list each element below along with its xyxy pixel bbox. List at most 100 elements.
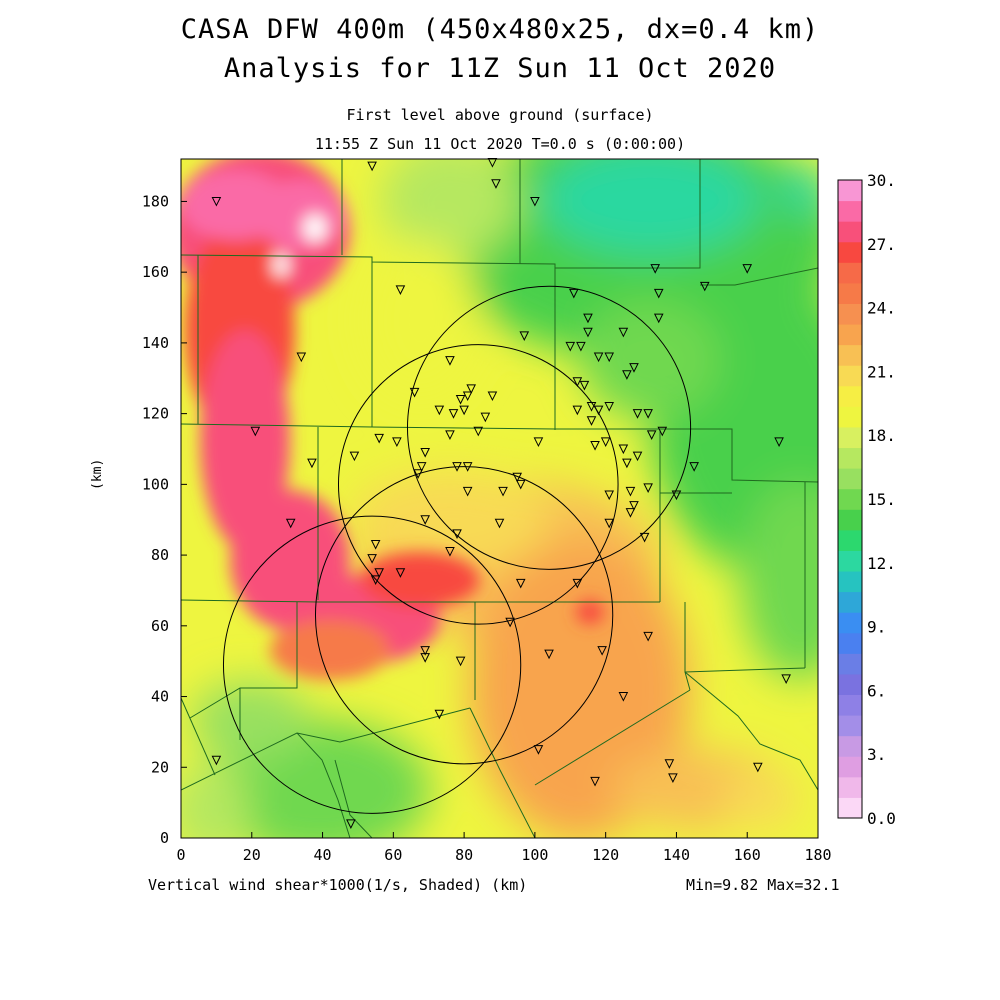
x-tick-label: 120 xyxy=(592,846,619,864)
station-marker xyxy=(395,285,406,295)
y-tick-label: 100 xyxy=(142,475,169,493)
colorbar-label: 21. xyxy=(867,362,896,381)
colorbar-swatch xyxy=(838,694,862,716)
colorbar-swatch xyxy=(838,282,862,304)
station-marker xyxy=(491,179,501,189)
station-marker xyxy=(307,458,317,469)
station-marker xyxy=(211,755,222,766)
station-marker xyxy=(643,631,653,642)
station-marker xyxy=(600,437,611,448)
station-marker xyxy=(420,653,430,663)
x-tick-label: 160 xyxy=(734,846,761,864)
station-marker xyxy=(618,327,629,338)
radar-range-rings xyxy=(222,285,692,814)
station-marker xyxy=(409,387,420,398)
y-axis: 0 20 40 60 80 100 120 140 160 180 xyxy=(142,192,187,847)
station-marker xyxy=(586,416,597,426)
station-marker xyxy=(211,196,222,207)
chart-subtitle-time: 11:55 Z Sun 11 Oct 2020 T=0.0 s (0:00:00… xyxy=(314,135,686,153)
station-marker xyxy=(653,288,664,299)
radar-ring-2 xyxy=(337,344,619,625)
station-marker xyxy=(572,377,583,387)
colorbar-label: 9. xyxy=(867,618,886,637)
station-marker xyxy=(519,331,530,341)
station-marker xyxy=(622,458,632,469)
station-marker xyxy=(416,462,427,472)
y-tick-label: 120 xyxy=(142,405,169,423)
min-max-readout: Min=9.82 Max=32.1 xyxy=(686,876,840,894)
station-marker xyxy=(597,646,607,656)
station-marker xyxy=(480,412,491,423)
station-marker xyxy=(629,501,639,511)
colorbar-swatch xyxy=(838,653,862,675)
colorbar-label: 12. xyxy=(867,554,896,573)
colorbar-label: 3. xyxy=(867,745,886,764)
colorbar-label: 30. xyxy=(867,171,896,190)
station-marker xyxy=(250,426,261,437)
colorbar-swatch xyxy=(838,735,862,757)
y-tick-label: 20 xyxy=(151,758,169,776)
colorbar-swatch xyxy=(838,200,862,222)
colorbar-frame xyxy=(837,179,863,819)
station-marker xyxy=(395,568,406,578)
station-marker xyxy=(533,437,544,448)
station-marker xyxy=(434,405,445,416)
x-tick-label: 80 xyxy=(455,846,473,864)
colorbar-label: 15. xyxy=(867,490,896,509)
y-tick-label: 0 xyxy=(160,829,169,847)
station-marker xyxy=(466,384,476,394)
station-marker xyxy=(572,405,583,416)
station-marker xyxy=(420,448,430,458)
x-tick-label: 40 xyxy=(314,846,332,864)
station-marker xyxy=(515,479,526,490)
station-marker xyxy=(459,405,469,416)
colorbar-label: 0.0 xyxy=(867,809,896,828)
station-marker xyxy=(618,692,629,702)
station-marker xyxy=(413,469,423,479)
colorbar-label: 6. xyxy=(867,681,886,700)
colorbar-swatch xyxy=(838,468,862,490)
colorbar-label: 27. xyxy=(867,235,896,254)
colorbar-swatch xyxy=(838,591,862,613)
station-marker xyxy=(374,568,384,578)
colorbar-swatch xyxy=(838,509,862,531)
station-marker xyxy=(452,462,462,472)
x-tick-label: 0 xyxy=(176,846,185,864)
radar-ring-3 xyxy=(314,466,614,765)
station-marker xyxy=(367,161,377,172)
station-marker xyxy=(445,430,455,440)
colorbar-swatch xyxy=(838,365,862,387)
station-marker xyxy=(296,352,307,363)
station-marker xyxy=(515,578,526,589)
station-marker xyxy=(742,264,753,274)
station-marker xyxy=(473,426,484,437)
colorbar-swatch xyxy=(838,673,862,696)
station-marker xyxy=(544,649,554,660)
station-marker xyxy=(455,656,466,667)
y-tick-label: 160 xyxy=(142,263,169,281)
station-marker xyxy=(462,462,473,472)
station-marker xyxy=(590,440,600,451)
x-tick-label: 140 xyxy=(663,846,690,864)
y-tick-label: 180 xyxy=(142,192,169,210)
colorbar-swatch xyxy=(838,447,862,469)
x-tick-label: 60 xyxy=(384,846,402,864)
station-marker xyxy=(533,745,544,755)
station-marker xyxy=(445,356,455,366)
station-marker xyxy=(392,437,402,448)
colorbar-swatch xyxy=(838,571,862,593)
station-marker xyxy=(671,490,682,501)
station-marker xyxy=(593,352,604,363)
station-marker xyxy=(569,288,579,299)
station-marker xyxy=(650,264,661,274)
station-marker xyxy=(374,433,384,444)
radar-ring-1 xyxy=(406,285,692,570)
station-marker xyxy=(367,554,377,564)
station-marker xyxy=(604,518,615,529)
station-marker xyxy=(512,472,523,483)
colorbar-swatch xyxy=(838,241,862,263)
y-tick-label: 140 xyxy=(142,334,169,352)
station-marker xyxy=(699,281,710,292)
colorbar: 0.0 3. 6. 9. 12. 15. 18. 21. 24. 27. 30. xyxy=(837,171,896,828)
